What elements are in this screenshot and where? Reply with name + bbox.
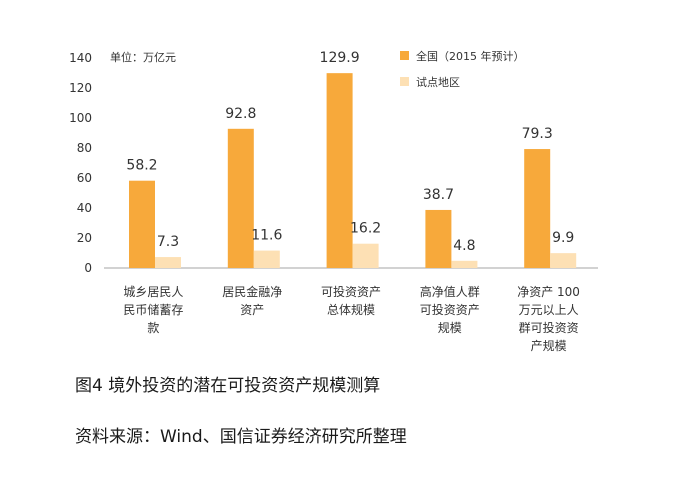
data-label-national-4: 79.3 [522, 126, 553, 142]
bar-national-2 [326, 73, 353, 269]
bar-pilot-4 [550, 253, 577, 268]
legend-swatch-pilot [400, 77, 409, 86]
y-tick-label: 140 [69, 51, 92, 65]
data-label-national-1: 92.8 [225, 106, 256, 122]
source-caption: 资料来源：Wind、国信证券经济研究所整理 [75, 427, 407, 447]
y-tick-label: 120 [69, 81, 92, 95]
data-label-national-3: 38.7 [423, 187, 454, 203]
x-category-label: 高净值人群可投资资产规模 [420, 284, 480, 335]
legend-label-national: 全国（2015 年预计） [416, 49, 525, 63]
legend: 全国（2015 年预计） 试点地区 [400, 49, 525, 89]
data-label-national-2: 129.9 [320, 50, 360, 66]
figure-caption: 图4 境外投资的潜在可投资资产规模测算 [75, 376, 381, 396]
y-axis: 0 20 40 60 80 100 120 140 [69, 51, 92, 275]
y-tick-label: 40 [77, 201, 92, 215]
bar-pilot-3 [451, 260, 478, 268]
legend-swatch-national [400, 51, 409, 60]
bars: 58.2 92.8 129.9 38.7 79.3 7.3 11.6 16.2 4.8 9.9 [126, 50, 577, 269]
data-label-pilot-4: 9.9 [552, 230, 574, 246]
y-tick-label: 60 [77, 171, 92, 185]
x-category-label: 可投资资产总体规模 [321, 284, 381, 317]
bar-pilot-1 [253, 250, 280, 268]
bar-pilot-0 [155, 257, 181, 268]
bar-national-1 [227, 128, 254, 268]
data-label-pilot-3: 4.8 [453, 238, 475, 254]
y-tick-label: 80 [77, 141, 92, 155]
bar-national-4 [524, 149, 551, 268]
legend-label-pilot: 试点地区 [416, 76, 460, 89]
unit-label: 单位：万亿元 [110, 50, 176, 64]
y-tick-label: 0 [84, 261, 92, 275]
y-tick-label: 100 [69, 111, 92, 125]
x-category-label: 净资产 100 万元以上人群可投资资产规模 [517, 285, 580, 353]
data-label-national-0: 58.2 [126, 158, 157, 174]
bar-national-0 [129, 180, 155, 268]
bar-chart: 0 20 40 60 80 100 120 140 58.2 92.8 129.9 38.7 79.3… [69, 49, 598, 353]
bar-pilot-2 [352, 243, 379, 268]
bar-national-3 [425, 209, 452, 268]
x-category-label: 城乡居民人民币储蓄存款 [123, 285, 183, 335]
y-tick-label: 20 [77, 231, 92, 245]
x-category-label: 居民金融净资产 [222, 284, 282, 317]
x-axis-labels: 城乡居民人民币储蓄存款 居民金融净资产 可投资资产总体规模 高净值人群可投资资产规模净… [123, 284, 580, 353]
data-label-pilot-1: 11.6 [251, 228, 282, 244]
data-label-pilot-2: 16.2 [350, 221, 381, 237]
data-label-pilot-0: 7.3 [157, 234, 179, 250]
